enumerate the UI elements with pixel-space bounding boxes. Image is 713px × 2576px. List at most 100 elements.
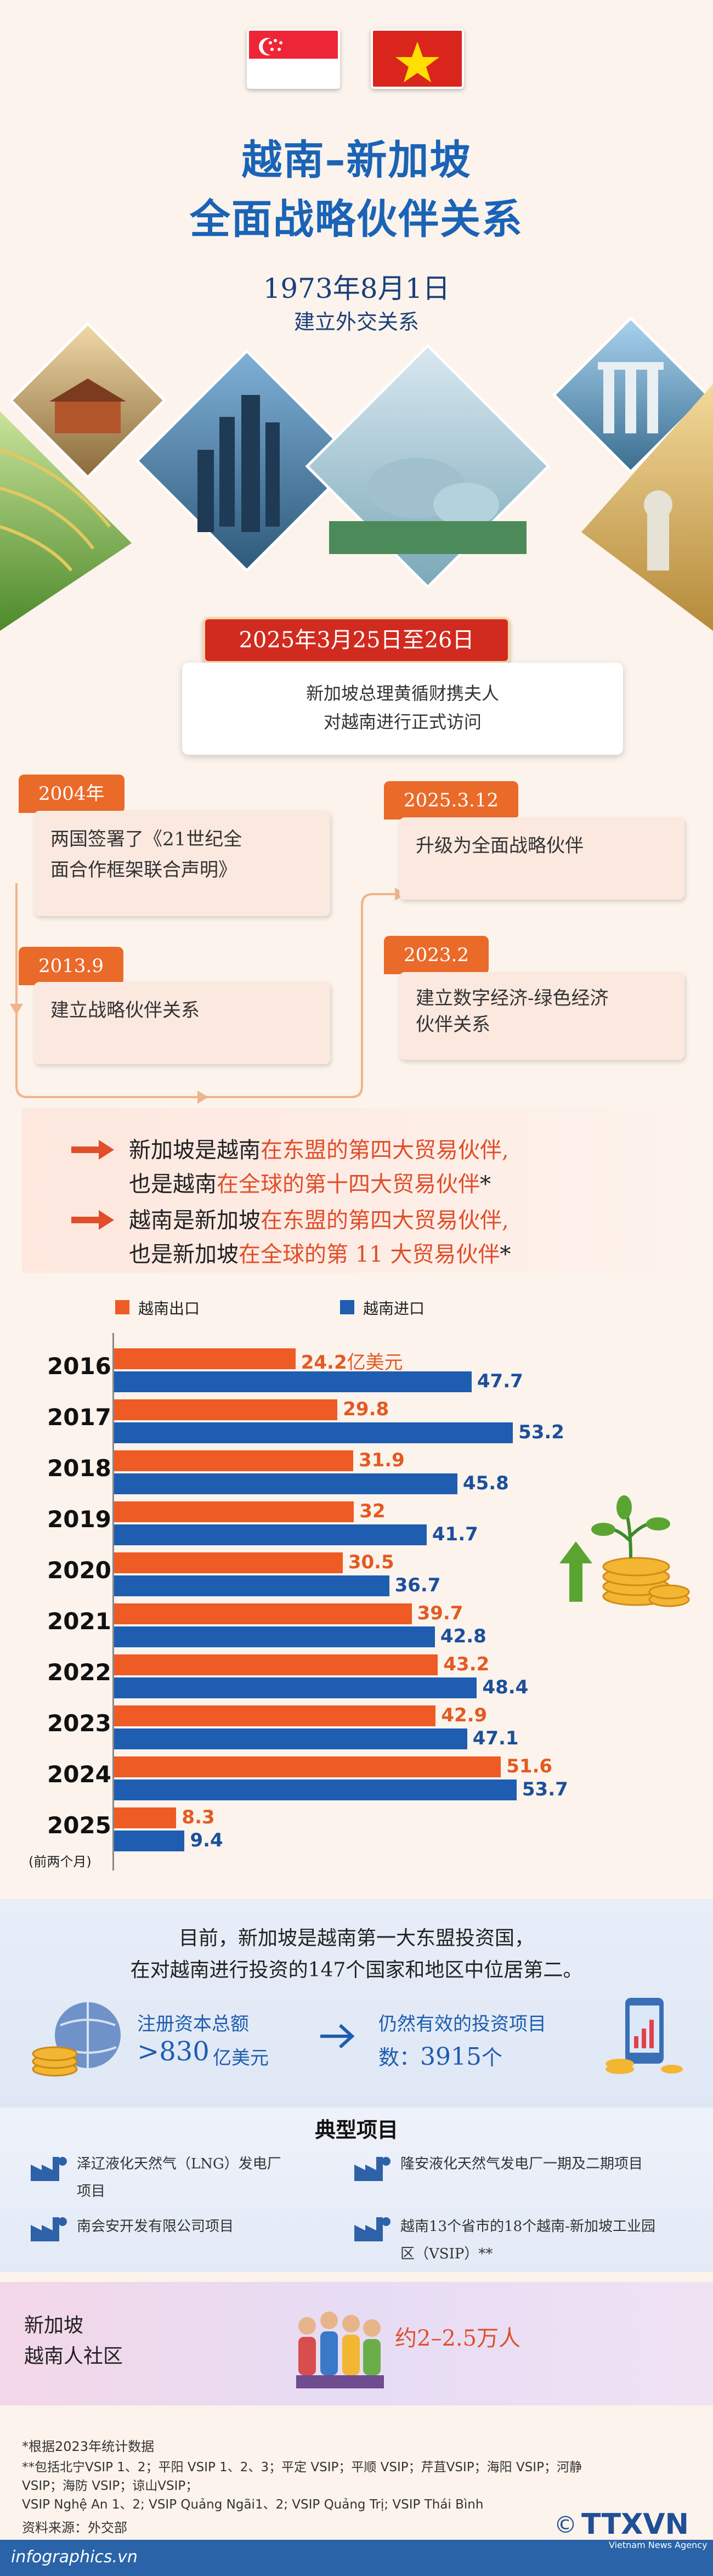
legend-swatch-export	[115, 1300, 129, 1314]
timeline-text: 伙伴关系	[416, 1014, 490, 1036]
year-label-2022: 2022	[47, 1659, 111, 1686]
export-bar-2016	[114, 1348, 296, 1369]
project-item-2: 南会安开发有限公司项目	[77, 2218, 234, 2235]
export-bar-2022	[114, 1654, 438, 1675]
import-bar-2024	[114, 1780, 517, 1800]
import-bar-2019	[114, 1524, 427, 1545]
phone-investment-icon	[606, 1998, 683, 2074]
community-label-1: 新加坡	[24, 2314, 84, 2337]
import-value-2016: 47.7	[477, 1370, 523, 1392]
export-value-2019: 32	[359, 1500, 386, 1522]
import-bar-2025	[114, 1831, 185, 1851]
timeline-connectors	[10, 883, 406, 1104]
year-label-2024: 2024	[47, 1761, 111, 1788]
timeline-text: 建立数字经济-绿色经济	[416, 987, 609, 1009]
timeline-text: 建立战略伙伴关系	[50, 999, 200, 1021]
export-value-2018: 31.9	[358, 1449, 405, 1471]
project-item-4-cont: 区（VSIP）**	[400, 2246, 493, 2262]
capital-unit: 亿美元	[213, 2047, 269, 2069]
copyright-symbol: ©	[554, 2511, 577, 2538]
visit-line1: 新加坡总理黄循财携夫人	[305, 683, 499, 704]
visit-description: 新加坡总理黄循财携夫人 对越南进行正式访问	[182, 663, 623, 755]
typical-projects-section: 典型项目 泽辽液化天然气（LNG）发电厂 项目 南会安开发有限公司项目 隆安液化…	[0, 2108, 713, 2272]
capital-label: 注册资本总额	[137, 2013, 249, 2035]
established-date: 1973年8月1日	[263, 273, 450, 304]
community-label-2: 越南人社区	[24, 2345, 123, 2368]
export-value-2023: 42.9	[441, 1704, 488, 1726]
people-group-icon	[296, 2312, 384, 2388]
timeline-date-2004: 2004年	[19, 775, 125, 813]
investment-line2: 在对越南进行投资的147个国家和地区中位居第二。	[130, 1959, 583, 1981]
export-bar-2019	[114, 1501, 354, 1522]
import-bar-2017	[114, 1422, 513, 1443]
note-1: *根据2023年统计数据	[22, 2439, 155, 2454]
import-bar-2023	[114, 1728, 467, 1749]
import-value-2018: 45.8	[462, 1472, 509, 1494]
year-label-2021: 2021	[47, 1608, 111, 1635]
community-value: 约2–2.5万人	[395, 2326, 521, 2351]
factory-icon	[354, 2157, 391, 2181]
import-value-2025: 9.4	[190, 1829, 223, 1851]
arrow-right-icon	[71, 1210, 114, 1230]
export-value-2021: 39.7	[417, 1602, 463, 1624]
chart-axis	[112, 1333, 114, 1871]
arrow-right-icon	[320, 2024, 355, 2049]
agency-logo-text: TTXVN	[581, 2508, 689, 2541]
visit-dates-badge: 2025年3月25日至26日	[203, 617, 510, 663]
project-item-3: 隆安液化天然气发电厂一期及二期项目	[400, 2156, 643, 2172]
arrow-right-icon	[71, 1140, 114, 1160]
export-bar-2020	[114, 1552, 343, 1573]
note-3: VSIP；海防 VSIP；谅山VSIP；	[22, 2479, 199, 2493]
vietnam-flag	[371, 29, 464, 89]
timeline-date-2023: 2023.2	[384, 936, 489, 974]
export-value-2016: 24.2亿美元	[301, 1352, 403, 1374]
import-bar-2022	[114, 1677, 477, 1698]
footer-bar: infographics.vn	[0, 2540, 713, 2576]
export-bar-2021	[114, 1603, 412, 1624]
year-label-2019: 2019	[47, 1506, 111, 1533]
import-bar-2020	[114, 1575, 389, 1596]
export-bar-2024	[114, 1756, 501, 1777]
agency-subtitle: Vietnam News Agency	[609, 2540, 708, 2550]
import-value-2021: 42.8	[440, 1625, 486, 1647]
timeline-text: 面合作框架联合声明》	[50, 859, 237, 881]
factory-icon	[354, 2217, 391, 2241]
community-section: 新加坡 越南人社区 约2–2.5万人	[0, 2282, 713, 2405]
legend-swatch-import	[340, 1300, 354, 1314]
timeline-item-2023: 建立数字经济-绿色经济 伙伴关系	[399, 972, 684, 1060]
projects-count-line: 数：3915个	[378, 2043, 503, 2071]
projects-label: 仍然有效的投资项目	[378, 2013, 546, 2035]
export-value-2025: 8.3	[182, 1806, 215, 1828]
year-label-2018: 2018	[47, 1455, 111, 1482]
timeline-text: 两国签署了《21世纪全	[50, 828, 242, 850]
export-bar-2017	[114, 1399, 338, 1420]
globe-money-icon	[32, 2002, 121, 2077]
photo-collage	[0, 316, 713, 631]
year-label-2025: 2025	[47, 1812, 111, 1839]
legend-label-import: 越南进口	[363, 1300, 425, 1318]
trade-bar-chart: 越南出口 越南进口 (前两个月) 2016 24.2亿美元 47.7 2017 29.8…	[0, 1284, 713, 1876]
trade-ranking-panel: 新加坡是越南在东盟的第四大贸易伙伴, 也是越南在全球的第十四大贸易伙伴* 越南是…	[22, 1108, 686, 1273]
visit-line2: 对越南进行正式访问	[323, 711, 482, 732]
project-item-1: 泽辽液化天然气（LNG）发电厂	[77, 2156, 281, 2172]
note-2: **包括北宁VSIP 1、2；平阳 VSIP 1、2、3；平定 VSIP；平顺 …	[22, 2460, 582, 2475]
page-title-line1: 越南–新加坡	[241, 137, 472, 184]
typical-projects-title: 典型项目	[314, 2118, 398, 2142]
coins-growth-icon	[559, 1495, 690, 1607]
year-label-2017: 2017	[47, 1404, 111, 1431]
crescent-stars-icon	[259, 38, 282, 55]
ranking-line-2: 也是越南在全球的第十四大贸易伙伴*	[129, 1172, 491, 1197]
page-title-line2: 全面战略伙伴关系	[190, 196, 523, 243]
import-value-2020: 36.7	[394, 1574, 441, 1596]
project-item-4: 越南13个省市的18个越南-新加坡工业园	[400, 2218, 655, 2235]
export-bar-2018	[114, 1450, 353, 1471]
timeline-item-2013: 建立战略伙伴关系	[34, 982, 330, 1064]
export-value-2024: 51.6	[506, 1755, 553, 1777]
year-label-2016: 2016	[47, 1353, 111, 1380]
import-value-2019: 41.7	[432, 1523, 478, 1545]
note-4: VSIP Nghệ An 1、2; VSIP Quảng Ngãi1、2; VS…	[22, 2498, 484, 2512]
timeline-item-2025: 升级为全面战略伙伴	[399, 817, 684, 900]
import-bar-2021	[114, 1626, 435, 1647]
factory-icon	[31, 2217, 67, 2241]
ranking-line-4: 也是新加坡在全球的第 11 大贸易伙伴*	[129, 1242, 511, 1267]
